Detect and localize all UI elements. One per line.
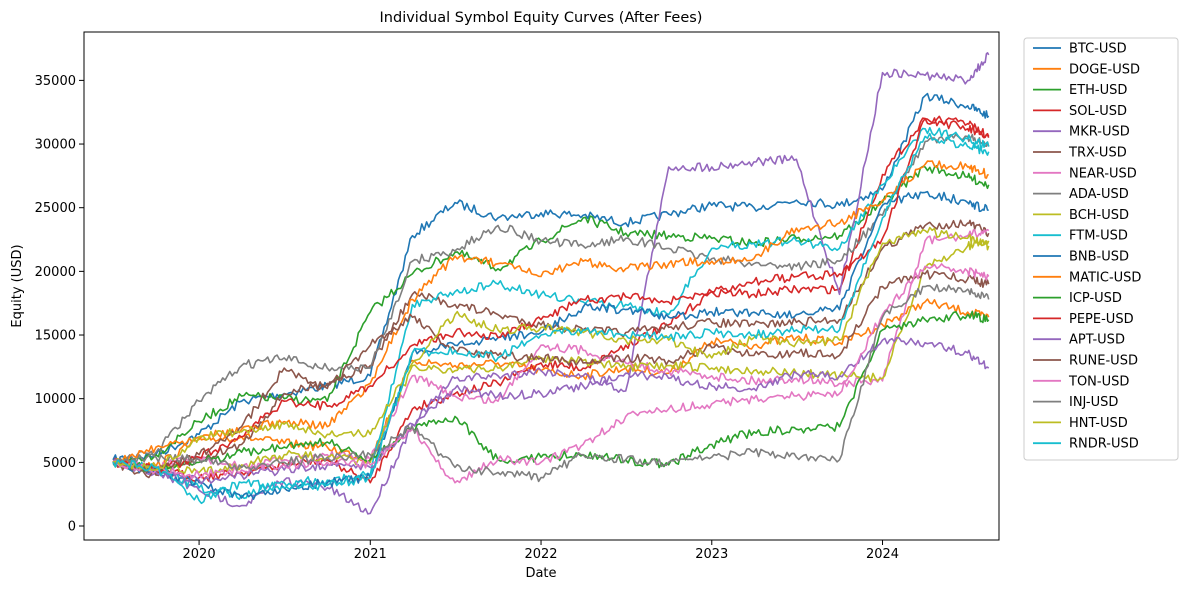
series-line-rndr-usd — [112, 132, 990, 505]
chart-title: Individual Symbol Equity Curves (After F… — [380, 10, 703, 26]
series-line-bnb-usd — [112, 190, 989, 500]
legend-label: ADA-USD — [1069, 187, 1129, 202]
series-line-mkr-usd — [112, 52, 990, 515]
legend-label: HNT-USD — [1069, 416, 1128, 431]
legend-label: RNDR-USD — [1069, 437, 1139, 452]
y-axis-title: Equity (USD) — [10, 244, 25, 327]
x-tick-label: 2022 — [524, 547, 557, 562]
legend-label: TRX-USD — [1068, 146, 1127, 161]
series-line-pepe-usd — [112, 115, 990, 474]
legend-label: INJ-USD — [1069, 395, 1118, 410]
legend-label: MKR-USD — [1069, 125, 1130, 140]
legend-label: BCH-USD — [1069, 208, 1129, 223]
plot-area — [83, 31, 1000, 541]
y-tick-label: 0 — [68, 519, 76, 534]
legend-label: DOGE-USD — [1069, 62, 1140, 77]
y-tick-label: 5000 — [43, 456, 76, 471]
y-tick-label: 35000 — [35, 74, 76, 89]
legend-label: FTM-USD — [1069, 229, 1128, 244]
legend-label: BTC-USD — [1069, 42, 1127, 57]
legend-label: MATIC-USD — [1069, 270, 1141, 285]
y-tick-label: 20000 — [35, 265, 76, 280]
x-tick-label: 2021 — [354, 547, 387, 562]
series-line-icp-usd — [112, 310, 990, 474]
series-line-near-usd — [112, 228, 990, 471]
series-line-hnt-usd — [112, 226, 990, 471]
series-line-matic-usd — [112, 160, 989, 465]
legend-label: ETH-USD — [1069, 83, 1127, 98]
y-tick-label: 25000 — [35, 201, 76, 216]
y-axis: 0 5000 10000 15000 20000 25000 30000 35000 — [35, 74, 84, 534]
legend-label: TON-USD — [1068, 374, 1129, 389]
series-line-inj-usd — [112, 283, 990, 483]
legend-label: ICP-USD — [1069, 291, 1122, 306]
series-line-ada-usd — [112, 133, 990, 466]
y-tick-label: 10000 — [35, 392, 76, 407]
x-axis-title: Date — [525, 566, 556, 581]
legend-label: RUNE-USD — [1069, 354, 1138, 369]
x-axis: 2020 2021 2022 2023 2024 — [183, 540, 899, 562]
legend-label: NEAR-USD — [1069, 166, 1137, 181]
legend-box — [1023, 37, 1179, 461]
x-tick-label: 2020 — [183, 547, 216, 562]
series-line-ton-usd — [112, 263, 990, 484]
legend-label: APT-USD — [1069, 333, 1125, 348]
x-tick-label: 2023 — [695, 547, 728, 562]
legend-label: SOL-USD — [1069, 104, 1127, 119]
x-tick-label: 2024 — [866, 547, 899, 562]
series-line-eth-usd — [112, 164, 990, 465]
y-tick-label: 15000 — [35, 329, 76, 344]
y-tick-label: 30000 — [35, 138, 76, 153]
series-layer — [112, 52, 990, 515]
legend: BTC-USD DOGE-USD ETH-USD SOL-USD MKR-USD TRX-… — [1023, 37, 1179, 461]
series-line-rune-usd — [112, 269, 990, 474]
legend-label: PEPE-USD — [1069, 312, 1134, 327]
legend-label: BNB-USD — [1069, 250, 1129, 265]
series-line-doge-usd — [112, 298, 990, 470]
